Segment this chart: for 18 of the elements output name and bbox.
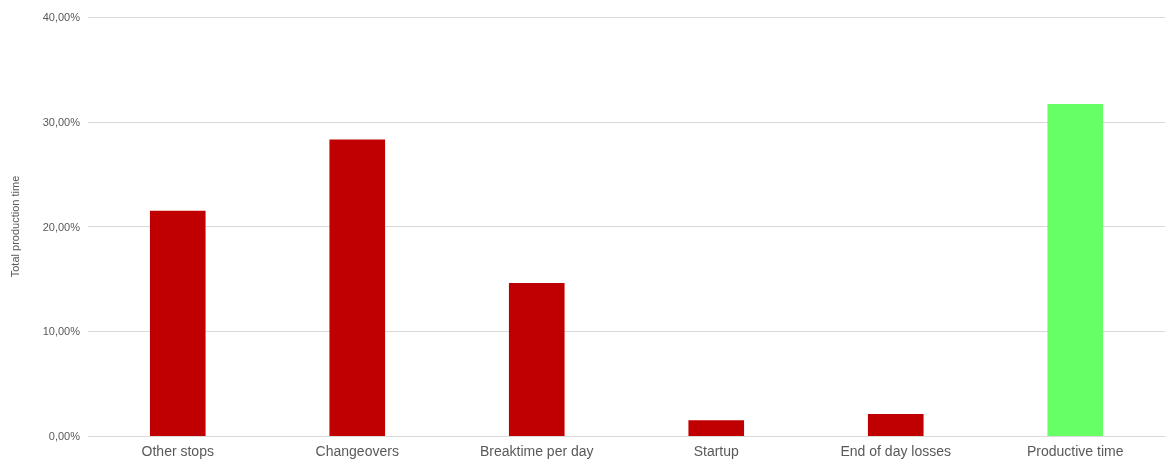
bar bbox=[508, 283, 565, 436]
y-axis-title: Total production time bbox=[8, 175, 21, 278]
y-tick-label: 0,00% bbox=[48, 430, 81, 442]
x-tick-label: Other stops bbox=[141, 443, 214, 459]
x-tick-label: Startup bbox=[693, 443, 740, 459]
x-tick-label: End of day losses bbox=[840, 443, 952, 459]
x-tick-label: Productive time bbox=[1027, 443, 1124, 459]
bar bbox=[149, 210, 206, 436]
y-tick-label: 10,00% bbox=[42, 325, 81, 338]
x-tick-label: Changeovers bbox=[315, 443, 399, 459]
x-tick-label: Breaktime per day bbox=[479, 443, 594, 459]
bar bbox=[329, 139, 386, 436]
bar bbox=[1047, 103, 1104, 436]
y-tick-label: 30,00% bbox=[42, 115, 81, 128]
bar bbox=[688, 420, 745, 436]
y-tick-label: 40,00% bbox=[42, 11, 81, 23]
y-tick-label: 20,00% bbox=[42, 220, 81, 233]
bar bbox=[867, 414, 924, 436]
